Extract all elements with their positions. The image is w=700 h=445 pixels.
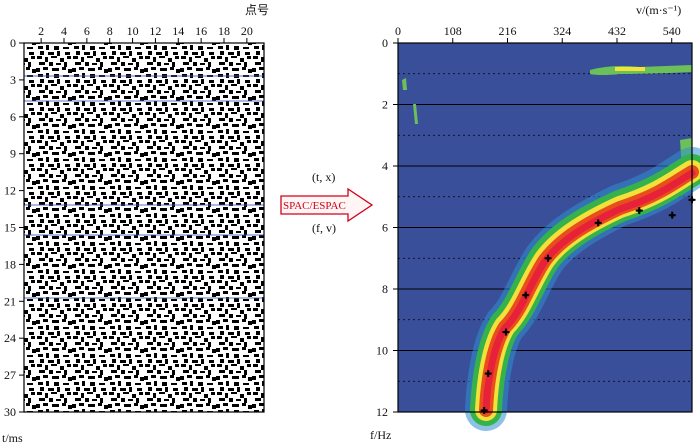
right-y-axis-title: f/Hz	[370, 428, 391, 442]
pick-marker	[544, 254, 552, 262]
domain-from-label: (t, x)	[312, 170, 335, 184]
pick-marker	[594, 219, 602, 227]
left-y-tick-label: 3	[10, 73, 16, 87]
right-y-tick-label: 12	[376, 405, 388, 419]
right-x-axis-title: v/(m·s⁻¹)	[636, 3, 681, 17]
left-y-tick-label: 0	[10, 36, 16, 50]
left-x-tick-label: 8	[107, 24, 113, 38]
left-x-axis: 2 4 6 8 10 12 14 16 18 20	[38, 24, 253, 43]
method-label: SPAC/ESPAC	[283, 200, 346, 212]
left-x-tick-label: 18	[218, 24, 230, 38]
right-x-tick-label: 432	[608, 24, 626, 38]
transform-annotation: (t, x) SPAC/ESPAC (f, v)	[280, 170, 374, 235]
left-y-tick-label: 27	[4, 368, 16, 382]
pick-marker	[502, 328, 510, 336]
pick-marker	[522, 291, 530, 299]
right-x-tick-label: 324	[553, 24, 571, 38]
left-x-tick-label: 14	[172, 24, 184, 38]
right-y-tick-label: 4	[382, 159, 388, 173]
left-x-tick-label: 6	[84, 24, 90, 38]
left-x-axis-title: 点号	[245, 3, 269, 17]
right-y-tick-label: 6	[382, 221, 388, 235]
dispersion-panel: 0 108 216 324 432 540 0 2 4 6 8 10 12 v/(m·s⁻¹) f/H…	[370, 3, 700, 442]
right-y-tick-label: 8	[382, 282, 388, 296]
transform-arrow	[280, 187, 374, 223]
right-x-axis: 0 108 216 324 432 540	[395, 24, 681, 43]
left-y-tick-label: 9	[10, 147, 16, 161]
seismic-blue-lines	[24, 75, 264, 299]
pick-marker	[668, 211, 676, 219]
right-y-tick-label: 10	[376, 344, 388, 358]
left-y-tick-label: 6	[10, 110, 16, 124]
left-x-tick-label: 2	[38, 24, 44, 38]
left-y-tick-label: 15	[4, 221, 16, 235]
left-x-tick-label: 20	[241, 24, 253, 38]
left-y-tick-label: 24	[4, 331, 16, 345]
left-x-tick-label: 16	[195, 24, 207, 38]
left-x-tick-label: 4	[61, 24, 67, 38]
left-x-tick-label: 12	[149, 24, 161, 38]
pick-marker	[635, 207, 643, 215]
left-x-tick-label: 10	[127, 24, 139, 38]
left-y-axis: 0 3 6 9 12 15 18 21 24 27 30	[4, 36, 24, 419]
left-y-tick-label: 21	[4, 294, 16, 308]
right-y-tick-label: 0	[382, 36, 388, 50]
pick-marker	[480, 406, 488, 414]
left-y-tick-label: 30	[4, 405, 16, 419]
right-y-tick-label: 2	[382, 98, 388, 112]
left-y-axis-title: t/ms	[2, 431, 23, 445]
right-y-axis: 0 2 4 6 8 10 12	[376, 36, 398, 419]
left-y-tick-label: 18	[4, 257, 16, 271]
right-x-tick-label: 216	[498, 24, 516, 38]
left-y-tick-label: 12	[4, 184, 16, 198]
domain-to-label: (f, v)	[312, 221, 336, 235]
right-x-tick-label: 108	[444, 24, 462, 38]
pick-marker	[484, 370, 492, 378]
right-x-tick-label: 540	[663, 24, 681, 38]
seismic-record	[24, 43, 264, 412]
right-x-tick-label: 0	[395, 24, 401, 38]
